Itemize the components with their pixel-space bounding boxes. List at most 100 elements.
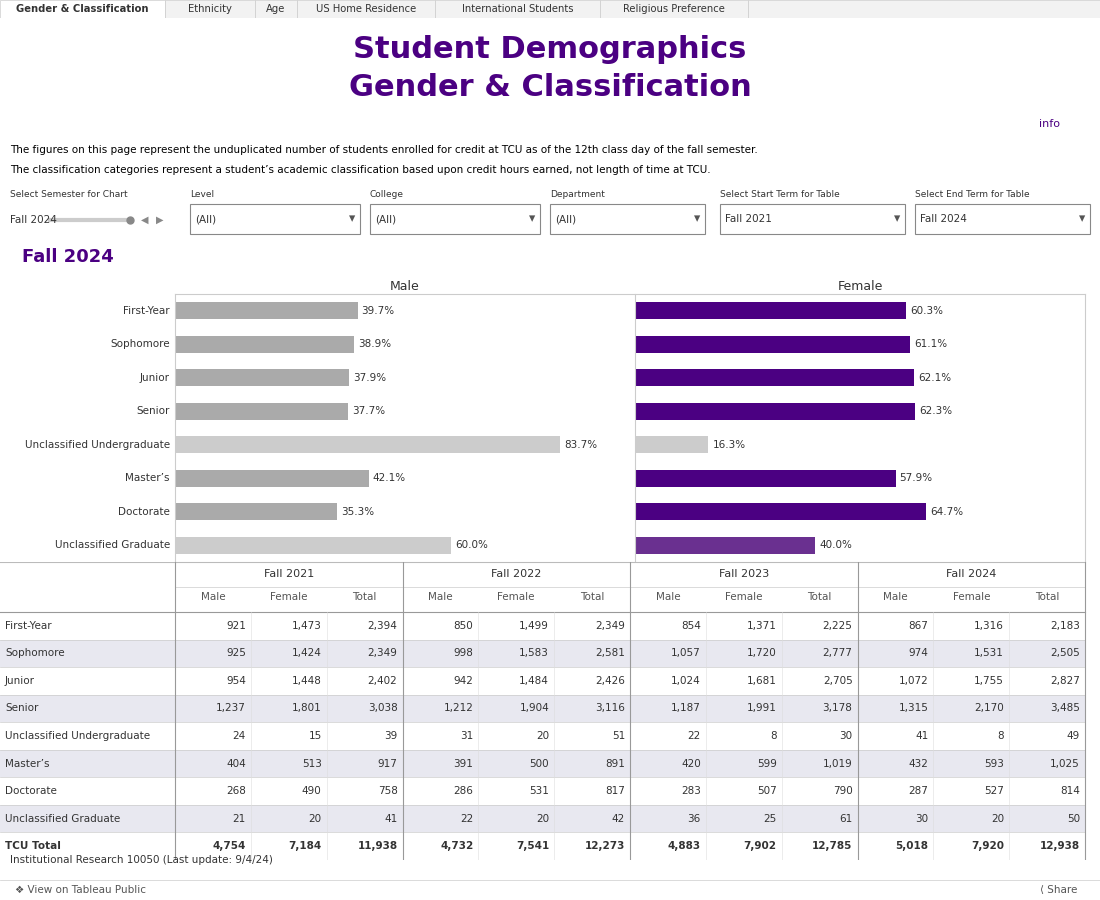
Text: 790: 790 <box>833 786 853 796</box>
Text: Female: Female <box>270 592 308 602</box>
Text: Fall 2021: Fall 2021 <box>264 569 314 579</box>
Text: Sophomore: Sophomore <box>6 648 65 658</box>
Text: 2,183: 2,183 <box>1050 621 1080 631</box>
Text: Female: Female <box>497 592 535 602</box>
FancyBboxPatch shape <box>635 369 914 386</box>
Text: 1,720: 1,720 <box>747 648 777 658</box>
Text: 21: 21 <box>232 814 245 824</box>
Text: 286: 286 <box>453 786 473 796</box>
Text: 1,315: 1,315 <box>899 704 928 714</box>
Text: 513: 513 <box>301 759 321 769</box>
Text: 60.0%: 60.0% <box>455 540 488 550</box>
Text: 35.3%: 35.3% <box>341 507 374 517</box>
Text: 2,777: 2,777 <box>823 648 852 658</box>
Text: 12,785: 12,785 <box>812 842 852 851</box>
Text: Total: Total <box>352 592 377 602</box>
Text: 1,187: 1,187 <box>671 704 701 714</box>
Text: Junior: Junior <box>140 373 170 382</box>
FancyBboxPatch shape <box>0 667 1085 695</box>
Text: 2,394: 2,394 <box>367 621 397 631</box>
Text: 527: 527 <box>984 786 1004 796</box>
Text: 42: 42 <box>612 814 625 824</box>
Text: Select Start Term for Table: Select Start Term for Table <box>720 190 839 199</box>
FancyBboxPatch shape <box>600 0 748 18</box>
FancyBboxPatch shape <box>255 0 297 18</box>
Text: Total: Total <box>580 592 604 602</box>
Text: 50: 50 <box>1067 814 1080 824</box>
Text: 500: 500 <box>529 759 549 769</box>
FancyBboxPatch shape <box>0 832 1085 860</box>
Text: Female: Female <box>725 592 762 602</box>
Text: Total: Total <box>1035 592 1059 602</box>
Text: Male: Male <box>200 592 225 602</box>
Text: Master’s: Master’s <box>125 473 170 483</box>
Text: 2,426: 2,426 <box>595 676 625 686</box>
Text: 2,505: 2,505 <box>1050 648 1080 658</box>
Text: First-Year: First-Year <box>123 306 170 316</box>
Text: 41: 41 <box>384 814 397 824</box>
FancyBboxPatch shape <box>0 640 1085 667</box>
Text: 268: 268 <box>226 786 245 796</box>
Text: 1,316: 1,316 <box>975 621 1004 631</box>
Text: 925: 925 <box>226 648 245 658</box>
Text: 15: 15 <box>308 731 321 741</box>
Text: 7,902: 7,902 <box>744 842 777 851</box>
Text: ▾: ▾ <box>349 212 355 226</box>
Text: 287: 287 <box>909 786 928 796</box>
Text: Fall 2024: Fall 2024 <box>920 214 967 224</box>
Text: 51: 51 <box>612 731 625 741</box>
Text: 5,018: 5,018 <box>895 842 928 851</box>
Text: 891: 891 <box>605 759 625 769</box>
Text: Gender & Classification: Gender & Classification <box>349 74 751 103</box>
Text: 850: 850 <box>453 621 473 631</box>
Text: 391: 391 <box>453 759 473 769</box>
Text: 1,072: 1,072 <box>899 676 928 686</box>
Text: 1,057: 1,057 <box>671 648 701 658</box>
Text: 1,448: 1,448 <box>292 676 321 686</box>
FancyBboxPatch shape <box>434 0 600 18</box>
Text: 4,754: 4,754 <box>212 842 245 851</box>
Text: 3,038: 3,038 <box>367 704 397 714</box>
Text: 36: 36 <box>688 814 701 824</box>
Text: ◀: ◀ <box>141 215 149 225</box>
Text: 1,019: 1,019 <box>823 759 852 769</box>
FancyBboxPatch shape <box>190 204 360 234</box>
FancyBboxPatch shape <box>0 750 1085 778</box>
Text: Level: Level <box>190 190 214 199</box>
FancyBboxPatch shape <box>175 537 451 554</box>
Text: 42.1%: 42.1% <box>373 473 406 483</box>
FancyBboxPatch shape <box>635 403 915 419</box>
Text: 62.1%: 62.1% <box>918 373 952 382</box>
Text: info: info <box>1040 119 1060 129</box>
FancyBboxPatch shape <box>370 204 540 234</box>
Text: 20: 20 <box>536 814 549 824</box>
Text: 3,116: 3,116 <box>595 704 625 714</box>
Text: 39: 39 <box>384 731 397 741</box>
Text: 24: 24 <box>232 731 245 741</box>
Text: Master’s: Master’s <box>6 759 50 769</box>
FancyBboxPatch shape <box>635 436 708 453</box>
Text: 1,371: 1,371 <box>747 621 777 631</box>
Text: Unclassified Graduate: Unclassified Graduate <box>6 814 120 824</box>
Text: Doctorate: Doctorate <box>6 786 57 796</box>
Text: 8: 8 <box>998 731 1004 741</box>
Text: 2,705: 2,705 <box>823 676 852 686</box>
Text: ⟨ Share: ⟨ Share <box>1040 885 1077 895</box>
Text: 1,473: 1,473 <box>292 621 321 631</box>
Text: Select Semester for Chart: Select Semester for Chart <box>10 190 128 199</box>
Text: ▶: ▶ <box>156 215 164 225</box>
Text: 57.9%: 57.9% <box>900 473 933 483</box>
FancyBboxPatch shape <box>720 204 905 234</box>
Text: 1,499: 1,499 <box>519 621 549 631</box>
FancyBboxPatch shape <box>0 722 1085 750</box>
Text: 20: 20 <box>991 814 1004 824</box>
Text: ▾: ▾ <box>1079 212 1085 226</box>
Text: 39.7%: 39.7% <box>362 306 395 316</box>
Text: 3,178: 3,178 <box>823 704 852 714</box>
Text: ▾: ▾ <box>529 212 535 226</box>
Text: Male: Male <box>390 281 420 293</box>
Text: 31: 31 <box>460 731 473 741</box>
Text: Male: Male <box>883 592 908 602</box>
Text: 12,273: 12,273 <box>584 842 625 851</box>
Text: 921: 921 <box>226 621 245 631</box>
